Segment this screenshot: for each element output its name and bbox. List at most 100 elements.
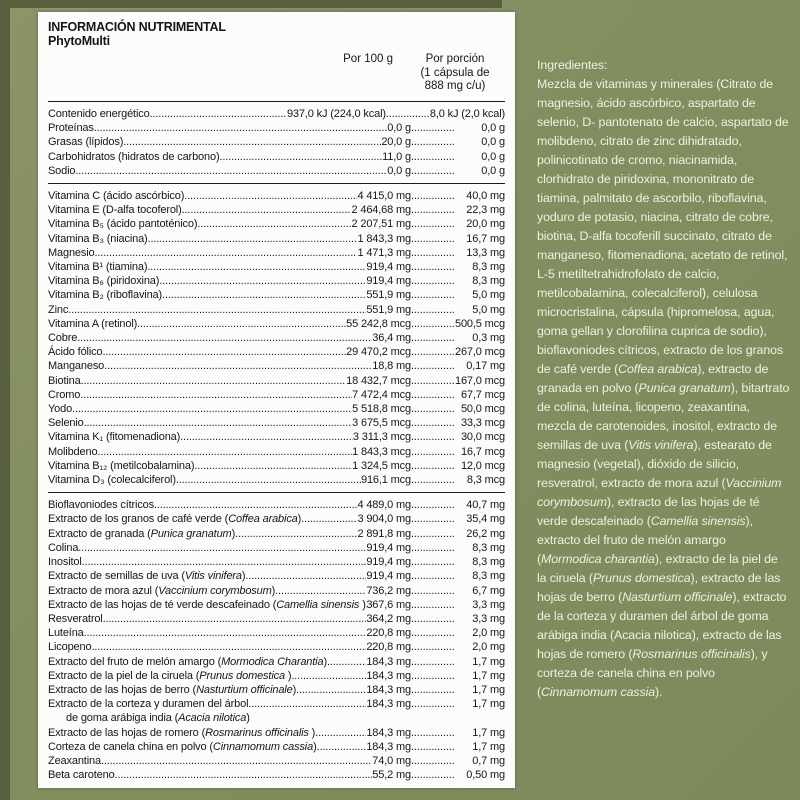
row-name: Luteína [48, 627, 84, 640]
value-per-100g: 220,8 mg [366, 641, 411, 654]
table-row: Proteínas 0,0 g 0,0 g [48, 121, 505, 135]
value-per-100g: 55,2 mg [372, 769, 411, 782]
value-per-portion: 8,3 mg [472, 541, 505, 554]
table-row: Vitamina K₁ (fitomenadiona) 3 311,3 mcg 3… [48, 430, 505, 444]
dot-leader [194, 459, 352, 473]
dot-leader [315, 726, 366, 740]
row-name: Resveratrol [48, 612, 103, 625]
table-row: Vitamina B₂ (riboflavina) 551,9 mg 5,0 mg [48, 288, 505, 302]
value-per-100g: 55 242,8 mcg [346, 317, 411, 330]
value-per-portion: 2,0 mg [472, 641, 505, 654]
value-per-portion: 1,7 mg [472, 683, 505, 696]
value-per-portion: 33,3 mcg [460, 417, 505, 430]
value-per-portion: 67,7 mcg [460, 388, 505, 401]
row-name: Cobre [48, 332, 78, 345]
row-name: Magnesio [48, 246, 95, 259]
table-row: Extracto de la piel de la ciruela (Prunu… [48, 669, 505, 683]
dot-leader [386, 107, 430, 121]
row-name: Carbohidratos (hidratos de carbono) [48, 150, 220, 163]
value-per-portion: 8,0 kJ (2,0 kcal) [429, 108, 505, 120]
dot-leader [411, 626, 455, 640]
table-row: Contenido energético 937,0 kJ (224,0 kcal… [48, 107, 505, 121]
dot-leader [103, 612, 367, 626]
dot-leader [176, 473, 361, 487]
value-per-portion: 8,3 mg [472, 556, 505, 569]
value-per-100g: 916,1 mcg [360, 474, 411, 487]
table-row: Vitamina B₁₂ (metilcobalamina) 1 324,5 m… [48, 459, 505, 473]
row-name: Zinc [48, 303, 69, 316]
dot-leader [411, 388, 455, 402]
dot-leader [411, 498, 455, 512]
ingredients-title: Ingredientes: [537, 58, 608, 72]
dot-leader [411, 669, 455, 683]
row-name: Vitamina K₁ (fitomenadiona) [48, 431, 181, 444]
macronutrients-section: Contenido energético 937,0 kJ (224,0 kcal… [48, 105, 505, 180]
table-row: Beta caroteno 55,2 mg 0,50 mg [48, 768, 505, 782]
table-row: Corteza de canela china en polvo (Cinnam… [48, 740, 505, 754]
value-per-portion: 2,0 mg [472, 627, 505, 640]
value-per-portion: 8,3 mg [472, 570, 505, 583]
row-name: Vitamina B¹ (tiamina) [48, 261, 148, 274]
value-per-100g: 919,4 mg [366, 261, 411, 274]
dot-leader [411, 232, 455, 246]
value-per-100g: 4 489,0 mg [357, 499, 411, 512]
table-row: Resveratrol 364,2 mg 3,3 mg [48, 612, 505, 626]
divider [48, 183, 505, 185]
row-name: Cromo [48, 388, 81, 401]
row-name: Vitamina B₂ (riboflavina) [48, 289, 163, 302]
dot-leader [411, 303, 455, 317]
dot-leader [411, 569, 455, 583]
divider [48, 492, 505, 494]
dot-leader [94, 121, 388, 135]
value-per-portion: 13,3 mg [466, 246, 505, 259]
dot-leader [411, 135, 455, 149]
value-per-100g: 36,4 mg [372, 332, 411, 345]
label-top-edge [0, 0, 502, 8]
value-per-100g: 919,4 mg [366, 570, 411, 583]
dot-leader [411, 584, 455, 598]
dot-leader [411, 541, 455, 555]
table-row: Vitamina B₆ (piridoxina) 919,4 mg 8,3 mg [48, 274, 505, 288]
row-name: Contenido energético [48, 108, 150, 120]
value-per-portion: 26,2 mg [466, 527, 505, 540]
dot-leader [411, 274, 455, 288]
dot-leader [245, 569, 366, 583]
dot-leader [411, 697, 455, 711]
column-headers: Por 100 g Por porción (1 cápsula de 888 … [48, 48, 505, 98]
value-per-100g: 919,4 mg [366, 541, 411, 554]
row-name: Extracto de los granos de café verde (Co… [48, 513, 302, 526]
table-row: Extracto de semillas de uva (Vitis vinif… [48, 569, 505, 583]
row-name: Extracto de las hojas de té verde descaf… [48, 598, 366, 611]
value-per-100g: 11,0 g [382, 150, 411, 163]
dot-leader [102, 345, 346, 359]
dot-leader [95, 246, 358, 260]
table-row: Ácido fólico 29 470,2 mcg 267,0 mcg [48, 345, 505, 359]
table-row: Sodio 0,0 g 0,0 g [48, 164, 505, 178]
value-per-100g: 3 311,3 mcg [352, 431, 411, 444]
value-per-portion: 3,3 mg [472, 598, 505, 611]
dot-leader [411, 416, 455, 430]
row-name: Corteza de canela china en polvo (Cinnam… [48, 740, 317, 753]
value-per-portion: 12,0 mcg [460, 459, 505, 472]
row-name: Vitamina E (D-alfa tocoferol) [48, 204, 182, 217]
table-row: Colina 919,4 mg 8,3 mg [48, 541, 505, 555]
dot-leader [219, 150, 382, 164]
value-per-portion: 8,3 mg [472, 275, 505, 288]
table-row: Extracto del fruto de melón amargo (Morm… [48, 655, 505, 669]
dot-leader [162, 288, 366, 302]
value-per-portion: 6,7 mg [472, 584, 505, 597]
value-per-portion: 167,0 mcg [454, 374, 505, 387]
row-name-continued: de goma arábiga india (Acacia nilotica) [66, 712, 250, 725]
row-name: Extracto de semillas de uva (Vitis vinif… [48, 570, 246, 583]
row-name: Biotina [48, 374, 81, 387]
dot-leader [411, 430, 455, 444]
table-row: Extracto de los granos de café verde (Co… [48, 512, 505, 526]
dot-leader [275, 584, 366, 598]
value-per-portion: 40,0 mg [466, 190, 505, 203]
value-per-100g: 18 432,7 mcg [346, 374, 411, 387]
column-header-per-portion: Por porción (1 cápsula de 888 mg c/u) [420, 53, 490, 92]
dot-leader [82, 555, 367, 569]
value-per-100g: 551,9 mg [366, 303, 411, 316]
value-per-portion: 8,3 mg [472, 261, 505, 274]
row-name: Vitamina B₃ (niacina) [48, 232, 148, 245]
